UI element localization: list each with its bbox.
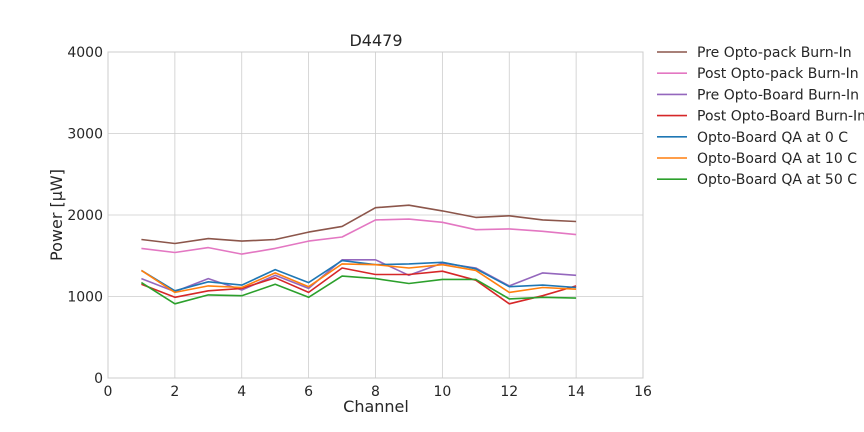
legend-label: Post Opto-Board Burn-In (697, 109, 864, 125)
plot-frame (107, 51, 644, 379)
y-axis-ticks: 0 1000 2000 3000 4000 (67, 45, 103, 387)
x-axis-label: Channel (343, 397, 409, 416)
legend-label: Opto-Board QA at 50 C (697, 172, 857, 188)
series-line (140, 259, 577, 292)
x-tick-label: 16 (634, 384, 652, 400)
x-tick-label: 12 (500, 384, 518, 400)
x-tick-label: 4 (237, 384, 246, 400)
y-tick-label: 1000 (67, 290, 103, 306)
chart-title: D4479 (349, 31, 402, 50)
x-tick-label: 0 (104, 384, 113, 400)
legend-label: Pre Opto-pack Burn-In (697, 45, 852, 61)
x-tick-label: 10 (433, 384, 451, 400)
y-axis-label: Power [μW] (47, 169, 66, 261)
legend: Pre Opto-pack Burn-In Post Opto-pack Burn… (657, 45, 864, 188)
legend-label: Pre Opto-Board Burn-In (697, 87, 859, 103)
plot-area (107, 51, 644, 379)
x-axis-ticks: 0 2 4 6 8 10 12 14 16 (104, 384, 652, 400)
legend-label: Opto-Board QA at 0 C (697, 130, 848, 146)
x-tick-label: 8 (371, 384, 380, 400)
series-group (140, 204, 577, 305)
y-tick-label: 2000 (67, 208, 103, 224)
series-line (141, 204, 577, 245)
series-line (141, 267, 577, 305)
x-tick-label: 2 (170, 384, 179, 400)
series-line (140, 275, 577, 305)
y-tick-label: 3000 (67, 127, 103, 143)
y-tick-label: 4000 (67, 45, 103, 61)
y-tick-label: 0 (94, 371, 103, 387)
legend-label: Opto-Board QA at 10 C (697, 151, 857, 167)
legend-label: Post Opto-pack Burn-In (697, 66, 859, 82)
series-line (140, 263, 577, 294)
x-tick-label: 6 (304, 384, 313, 400)
series-line (141, 218, 577, 255)
x-tick-label: 14 (567, 384, 585, 400)
